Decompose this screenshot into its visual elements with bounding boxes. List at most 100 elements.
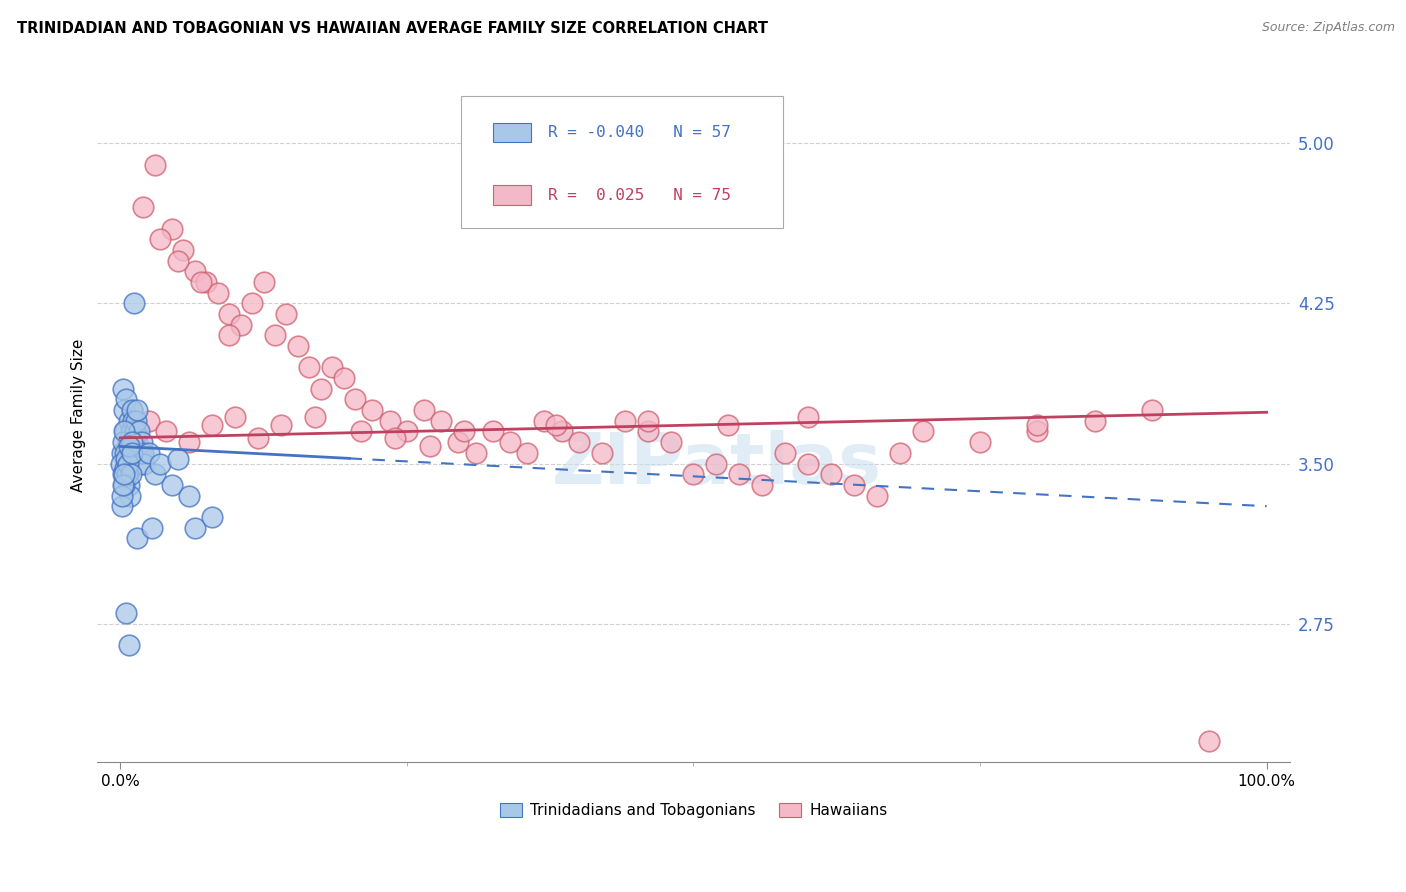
Point [118,478,141,492]
Point [121,403,143,417]
Point [482,425,505,439]
Point [350,425,373,439]
Point [240,296,263,310]
Point [122,414,145,428]
Point [637,414,659,428]
Point [111,382,134,396]
Point [138,446,160,460]
Text: ZIPatlas: ZIPatlas [553,430,883,499]
Point [298,360,321,375]
Point [1198,734,1220,748]
Point [751,478,773,492]
Point [112,467,135,482]
Point [1026,418,1049,433]
Point [889,446,911,460]
Point [533,414,555,428]
Point [121,435,143,450]
Point [118,638,141,652]
Point [321,360,343,375]
Point [1026,425,1049,439]
Point [287,339,309,353]
Point [172,243,194,257]
Point [419,439,441,453]
Point [252,275,274,289]
Point [124,425,146,439]
Point [121,446,143,460]
Point [544,418,567,433]
Point [797,457,820,471]
Point [728,467,751,482]
Point [155,425,177,439]
Point [1084,414,1107,428]
Point [120,425,142,439]
Point [120,446,142,460]
Point [160,478,183,492]
Point [141,520,163,534]
Point [132,446,155,460]
Point [224,409,246,424]
Point [111,478,134,492]
Point [115,392,138,407]
Point [773,446,796,460]
Point [453,425,475,439]
Point [361,403,384,417]
Point [118,439,141,453]
Point [115,446,138,460]
Point [911,425,934,439]
Point [111,500,134,514]
Point [115,452,138,467]
Point [177,489,200,503]
Point [430,414,453,428]
Point [201,509,224,524]
Point [112,478,135,492]
Point [122,296,145,310]
Point [270,418,292,433]
Text: R =  0.025   N = 75: R = 0.025 N = 75 [548,187,731,202]
Point [166,452,188,467]
Text: TRINIDADIAN AND TOBAGONIAN VS HAWAIIAN AVERAGE FAMILY SIZE CORRELATION CHART: TRINIDADIAN AND TOBAGONIAN VS HAWAIIAN A… [17,21,768,36]
Point [114,460,136,475]
Point [128,425,150,439]
Point [177,435,200,450]
Point [132,200,155,214]
Point [114,446,136,460]
Point [117,457,139,471]
Point [115,606,138,620]
Point [378,414,401,428]
Point [395,425,418,439]
Point [112,435,135,450]
Point [591,446,613,460]
Point [122,435,145,450]
Y-axis label: Average Family Size: Average Family Size [72,339,86,492]
Point [131,435,153,450]
Point [115,457,138,471]
FancyBboxPatch shape [494,123,531,142]
Point [246,431,269,445]
Point [129,446,152,460]
Point [114,425,136,439]
Point [499,435,522,450]
FancyBboxPatch shape [461,96,783,228]
Point [304,409,326,424]
Point [717,418,740,433]
Point [184,520,207,534]
Point [568,435,591,450]
Point [264,328,287,343]
FancyBboxPatch shape [494,186,531,204]
Point [128,457,150,471]
Point [866,489,889,503]
Point [447,435,470,450]
Point [112,403,135,417]
Point [149,457,172,471]
Point [111,467,134,482]
Point [1140,403,1163,417]
Point [143,467,166,482]
Point [276,307,298,321]
Point [117,467,139,482]
Point [117,435,139,450]
Point [120,467,142,482]
Point [706,457,728,471]
Point [195,275,218,289]
Legend: Trinidadians and Tobagonians, Hawaiians: Trinidadians and Tobagonians, Hawaiians [494,797,893,824]
Point [682,467,704,482]
